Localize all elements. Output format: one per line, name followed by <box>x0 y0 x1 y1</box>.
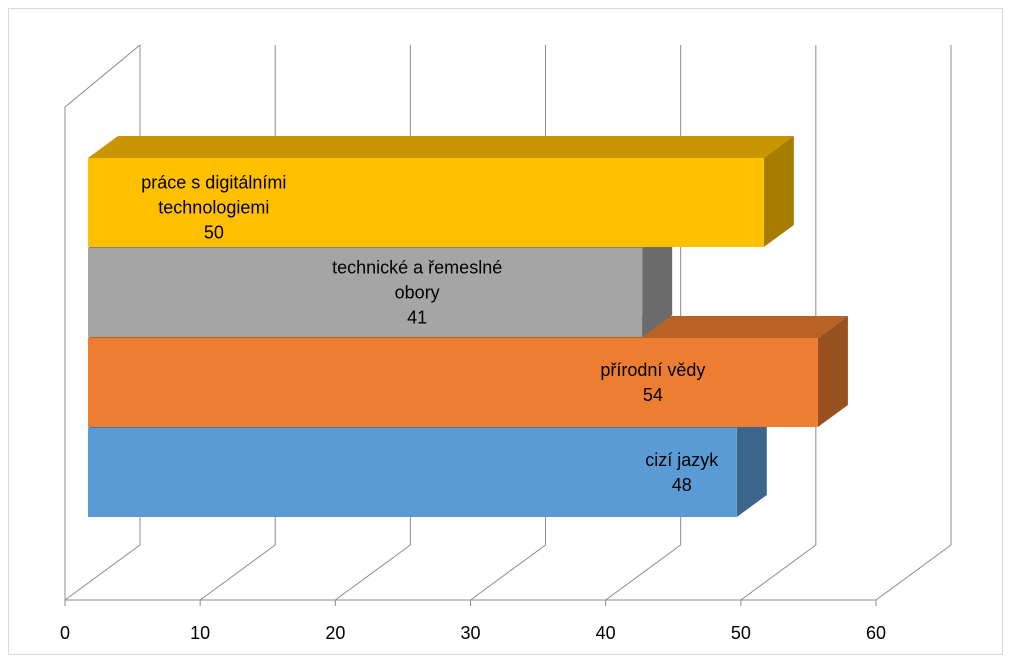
wall-edge <box>64 44 141 108</box>
grid-line <box>875 544 952 601</box>
bar-top <box>88 136 794 158</box>
data-label: cizí jazyk 48 <box>617 448 747 498</box>
bar <box>88 248 643 337</box>
bar <box>88 158 764 247</box>
x-tick-label: 60 <box>866 623 886 643</box>
bar-side <box>817 316 848 427</box>
data-label-value: 48 <box>671 474 692 495</box>
x-tick-label: 10 <box>190 623 210 643</box>
bar-side <box>736 406 767 517</box>
grid-line <box>199 544 276 601</box>
bar <box>88 428 737 517</box>
x-tick-label: 40 <box>596 623 616 643</box>
data-label-category: cizí jazyk <box>645 449 719 470</box>
grid-line <box>740 544 817 601</box>
data-label-value: 54 <box>642 384 663 405</box>
grid-line <box>335 544 411 601</box>
data-label: práce s digitálními technologiemi 50 <box>139 170 289 245</box>
grid-line <box>605 544 681 601</box>
grid-line <box>64 544 141 601</box>
x-tick-label: 30 <box>460 623 480 643</box>
grid-line <box>470 544 546 601</box>
bar <box>88 338 818 427</box>
data-label-value: 50 <box>203 222 224 242</box>
bar-side <box>763 136 794 247</box>
bar-side <box>642 226 673 337</box>
x-tick-label: 50 <box>731 623 751 643</box>
data-label-category: technické a řemeslné obory <box>332 257 503 302</box>
chart-border <box>8 8 1003 655</box>
x-tick-label: 20 <box>325 623 345 643</box>
data-label-category: práce s digitálními technologiemi <box>141 172 287 217</box>
x-tick-label: 0 <box>60 623 70 643</box>
data-label-category: přírodní vědy <box>600 359 706 380</box>
data-label: technické a řemeslné obory 41 <box>317 255 517 330</box>
data-label: přírodní vědy 54 <box>553 358 753 408</box>
data-label-value: 41 <box>407 307 428 327</box>
